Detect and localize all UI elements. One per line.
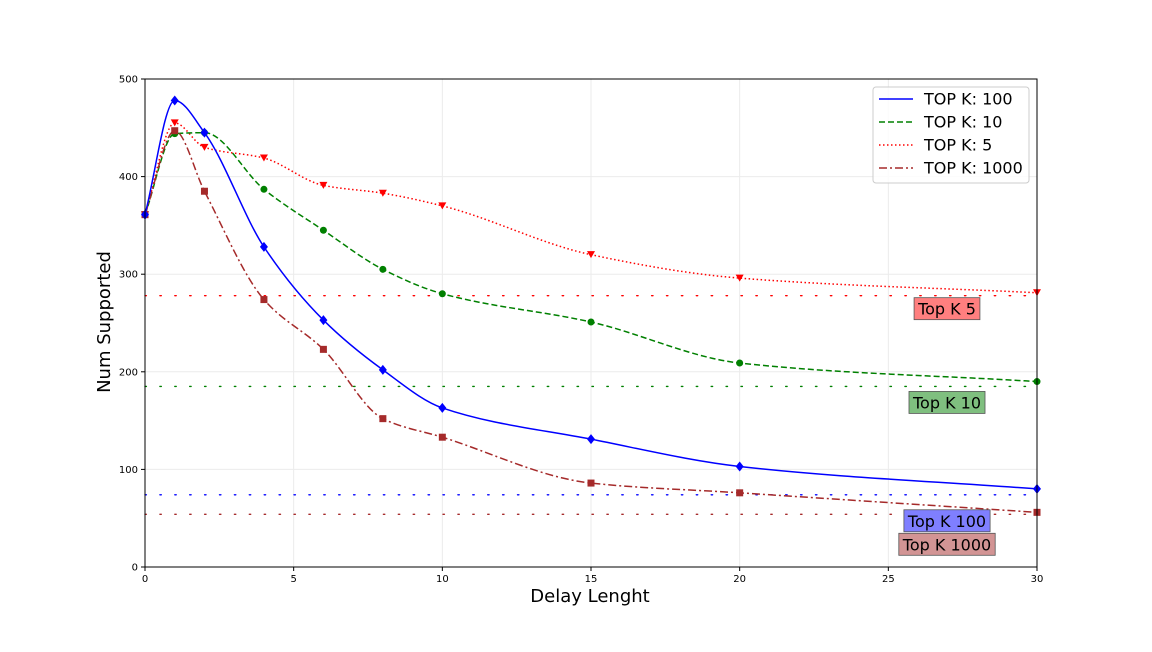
y-tick-label: 500: [119, 75, 138, 86]
data-point: [170, 95, 179, 106]
reference-label: Top K 100: [907, 512, 986, 531]
data-point: [171, 127, 179, 135]
x-tick-label: 20: [733, 574, 746, 585]
data-point: [260, 296, 268, 304]
legend-frame: [872, 86, 1030, 184]
x-axis-label: Delay Lenght: [530, 586, 649, 607]
y-tick-label: 200: [119, 367, 138, 378]
legend: TOP K: 100 TOP K: 10 TOP K: 5 TOP K: 1000: [872, 86, 1030, 184]
data-point: [735, 461, 744, 472]
data-point: [438, 433, 446, 441]
data-point: [587, 479, 595, 487]
data-point: [587, 318, 595, 326]
reference-label: Top K 5: [917, 300, 976, 319]
data-point: [319, 226, 327, 234]
data-point: [379, 265, 387, 273]
data-point: [259, 241, 268, 252]
x-tick-label: 10: [436, 574, 449, 585]
data-point: [259, 154, 268, 162]
y-axis-label: Num Supported: [94, 251, 115, 393]
data-point: [170, 119, 179, 127]
reference-label-box: Top K 100: [903, 509, 991, 533]
reference-label: Top K 1000: [902, 535, 991, 554]
reference-label-background: [913, 297, 981, 321]
y-tick-label: 400: [119, 172, 138, 183]
x-tick-label: 30: [1031, 574, 1044, 585]
reference-label-box: Top K 5: [913, 297, 981, 321]
data-point: [438, 202, 447, 210]
reference-lines: [144, 294, 1038, 515]
data-point: [438, 290, 446, 298]
data-point: [378, 364, 387, 375]
data-point: [379, 415, 387, 423]
data-point: [736, 359, 744, 367]
data-point: [587, 251, 595, 259]
reference-label: Top K 10: [912, 393, 981, 412]
x-tick-label: 0: [142, 574, 148, 585]
reference-label-background: [908, 391, 986, 414]
data-point: [587, 434, 595, 445]
data-point: [319, 181, 328, 189]
data-point: [319, 315, 328, 326]
data-point: [378, 189, 387, 197]
data-point: [735, 274, 744, 282]
data-point: [200, 187, 208, 195]
data-point: [260, 185, 268, 193]
legend-label: TOP K: 10: [923, 113, 1002, 132]
data-point: [200, 143, 209, 151]
data-point: [736, 489, 744, 497]
data-point: [200, 127, 209, 138]
legend-label: TOP K: 100: [923, 90, 1013, 109]
reference-label-box: Top K 10: [908, 391, 986, 414]
reference-labels: Top K 5 Top K 10 Top K 100 Top K 1000: [898, 297, 996, 556]
x-tick-label: 5: [290, 574, 296, 585]
reference-label-background: [898, 532, 996, 556]
y-tick-label: 100: [119, 465, 138, 476]
y-tick-label: 300: [119, 270, 138, 281]
reference-label-background: [903, 509, 991, 533]
legend-label: TOP K: 1000: [923, 159, 1023, 178]
legend-label: TOP K: 5: [923, 136, 992, 155]
reference-label-box: Top K 1000: [898, 532, 996, 556]
x-tick-label: 25: [882, 574, 895, 585]
y-tick-label: 0: [132, 563, 138, 574]
data-point: [438, 402, 447, 413]
x-tick-label: 15: [585, 574, 598, 585]
data-point: [319, 345, 327, 353]
